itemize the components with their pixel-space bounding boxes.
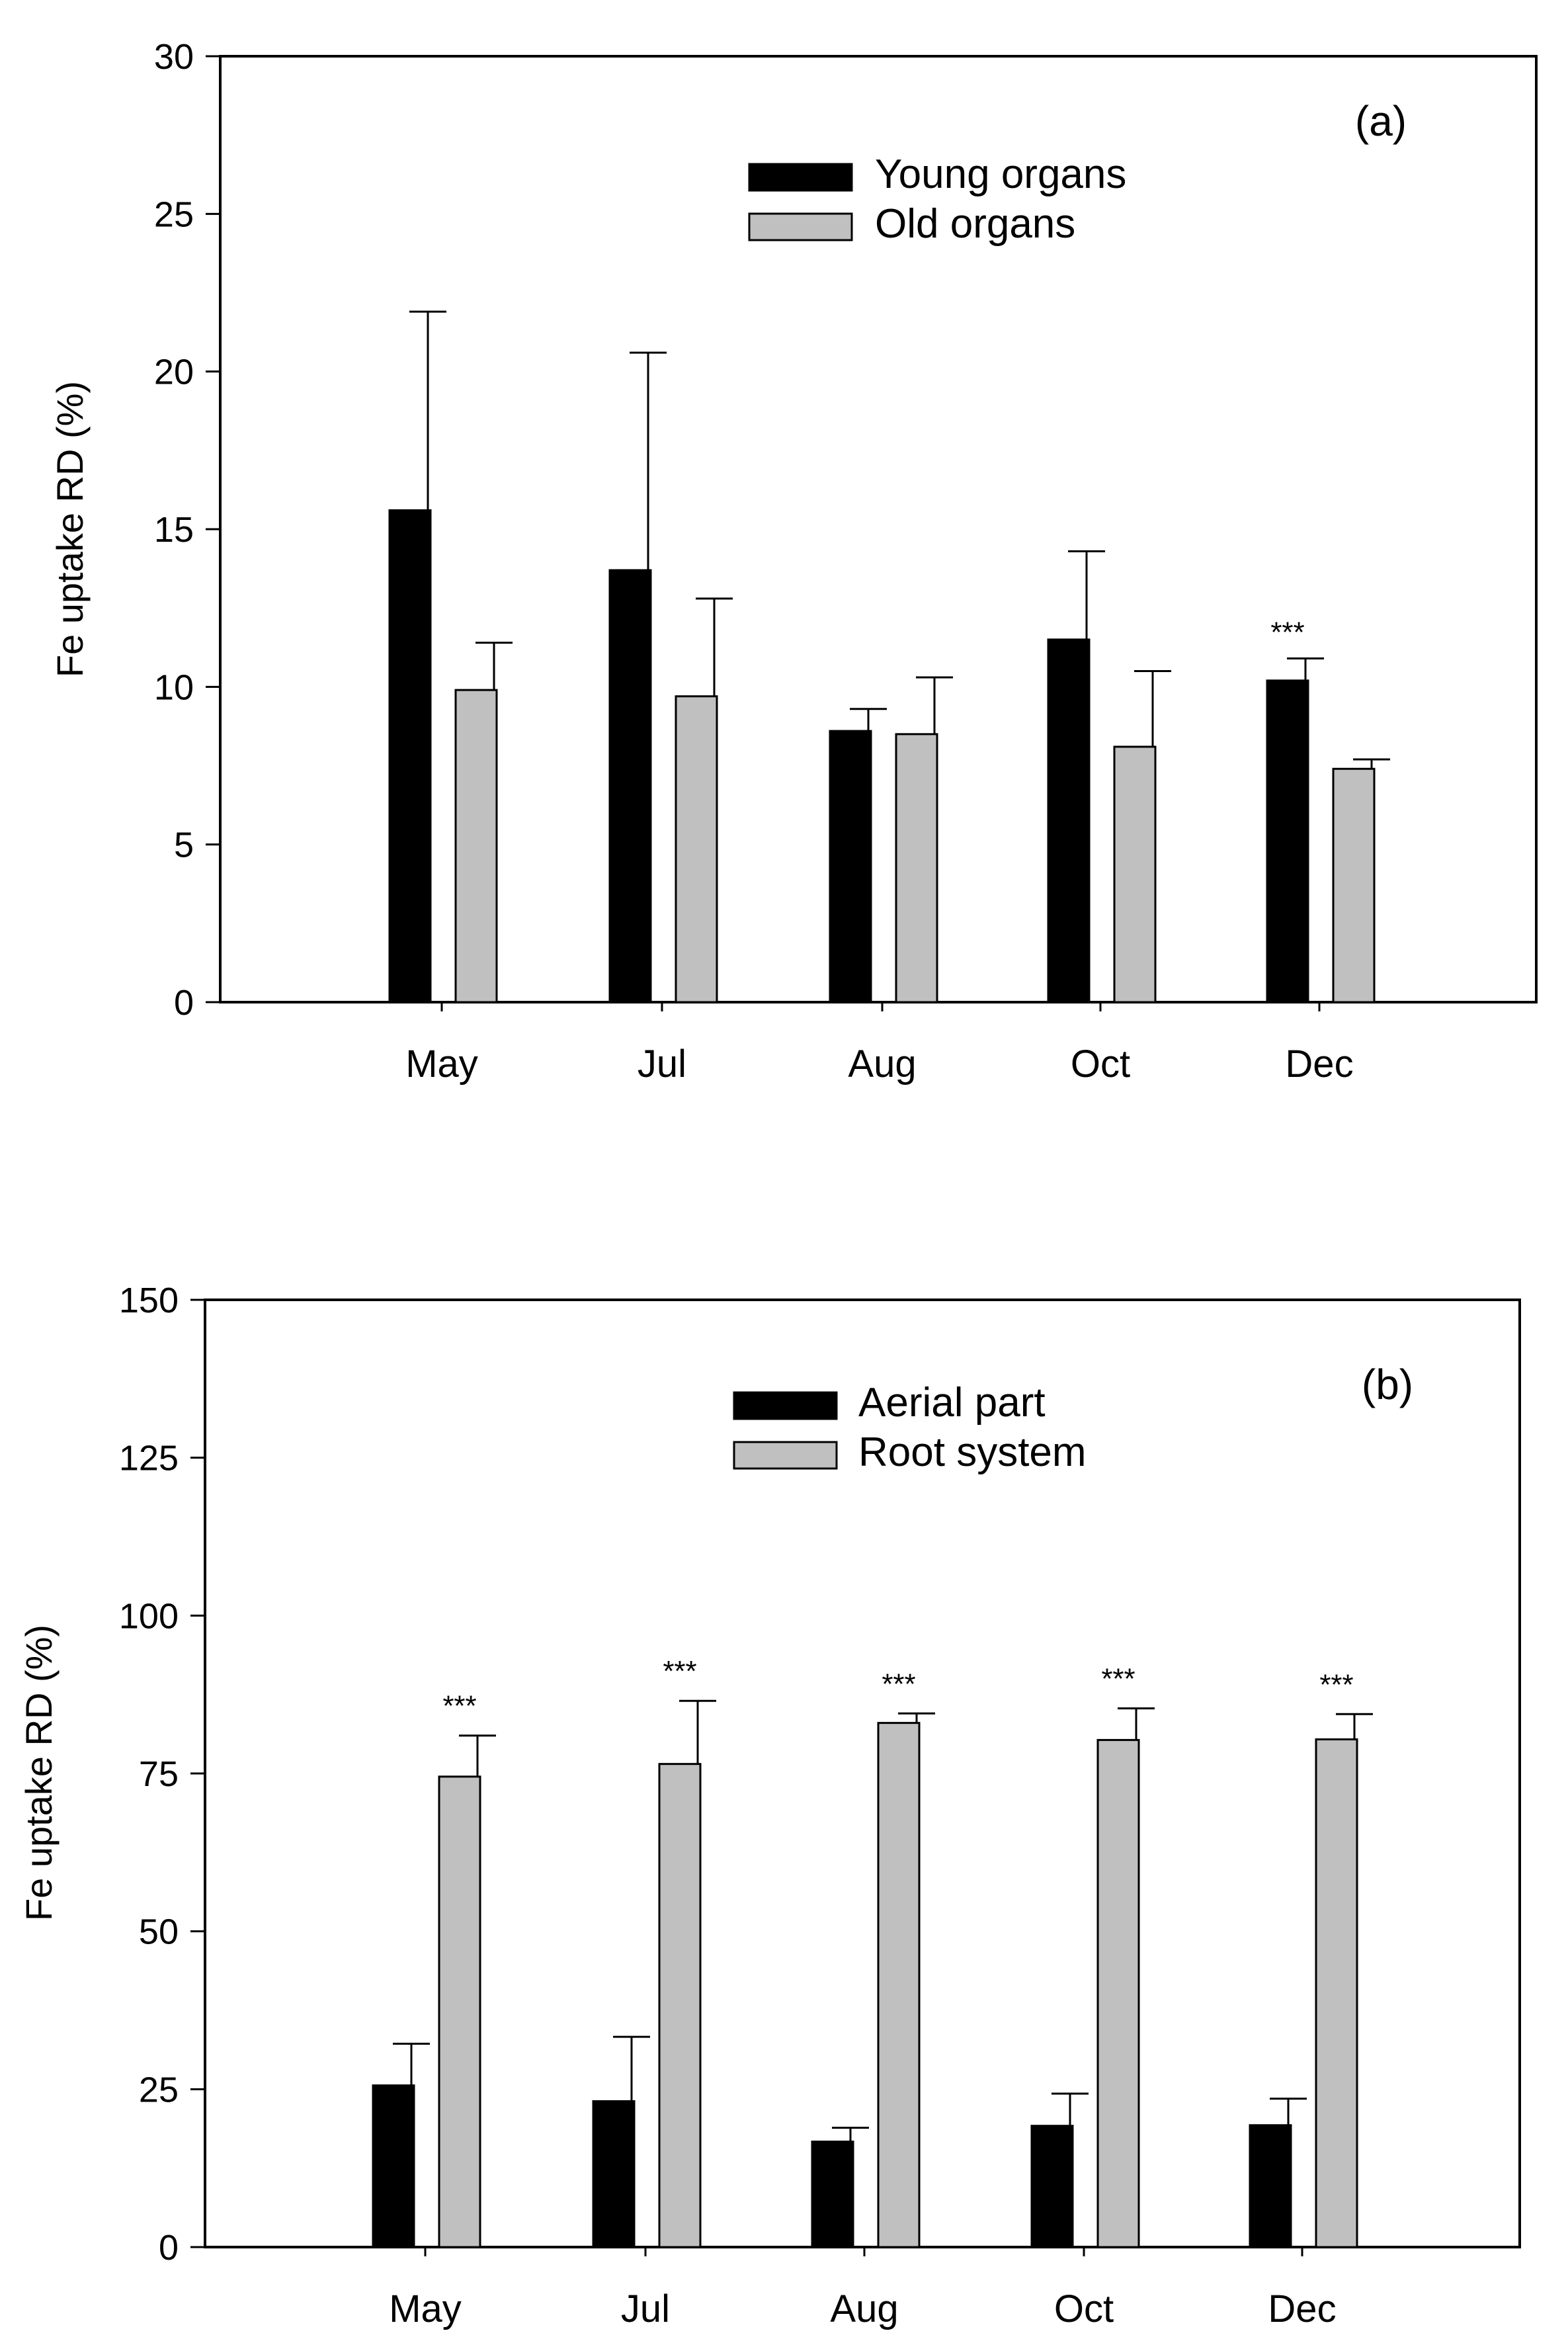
bar	[877, 1722, 921, 2248]
panel-label: (a)	[1355, 97, 1407, 145]
significance-marker: ***	[882, 1668, 915, 1700]
bar	[675, 695, 718, 1003]
y-tick-label: 0	[159, 2228, 179, 2268]
bar	[1030, 2125, 1074, 2248]
bar	[829, 730, 872, 1003]
bar	[454, 689, 498, 1003]
bar	[372, 2084, 415, 2248]
bar	[1332, 767, 1376, 1003]
y-axis-title: Fe uptake RD (%)	[18, 1625, 60, 1921]
y-tick-label: 50	[139, 1912, 179, 1952]
significance-marker: ***	[1319, 1668, 1353, 1701]
y-tick-label: 30	[154, 37, 194, 77]
legend-swatch	[733, 1391, 838, 1420]
y-tick-label: 125	[119, 1439, 179, 1478]
legend-swatch	[748, 163, 853, 192]
x-tick-label: Jul	[638, 1043, 686, 1086]
bar	[658, 1763, 702, 2248]
y-tick-label: 15	[154, 510, 194, 550]
y-tick-label: 75	[139, 1754, 179, 1794]
bar	[1315, 1738, 1358, 2248]
x-tick-label: Dec	[1285, 1043, 1353, 1086]
legend-label: Root system	[858, 1429, 1087, 1475]
bar	[811, 2141, 854, 2248]
significance-marker: ***	[442, 1690, 476, 1723]
legend-swatch	[748, 212, 853, 241]
bar	[1113, 746, 1157, 1003]
x-tick-label: May	[389, 2287, 462, 2330]
x-tick-label: May	[405, 1043, 478, 1086]
significance-marker: ***	[1270, 616, 1304, 648]
y-tick-label: 25	[154, 194, 194, 234]
y-tick-label: 5	[174, 826, 194, 865]
bar	[608, 569, 652, 1003]
y-tick-label: 20	[154, 353, 194, 392]
y-tick-label: 10	[154, 667, 194, 707]
significance-marker: ***	[1101, 1663, 1135, 1695]
bar	[1096, 1738, 1140, 2248]
chart-panel-b: 0 25 50 75 100 125 150 May Jul Aug Oct Dec Fe uptake…	[18, 1281, 1521, 2330]
y-tick-label: 25	[139, 2070, 179, 2109]
y-tick-label: 100	[119, 1596, 179, 1636]
significance-marker: ***	[663, 1655, 696, 1687]
legend-swatch	[733, 1441, 838, 1470]
panel-label: (b)	[1362, 1361, 1413, 1408]
x-tick-label: Aug	[830, 2287, 898, 2330]
x-tick-label: Jul	[621, 2287, 670, 2330]
x-tick-label: Oct	[1071, 1043, 1130, 1086]
bar	[1249, 2124, 1292, 2248]
y-tick-label: 150	[119, 1281, 179, 1320]
y-tick-label: 0	[174, 983, 194, 1023]
y-axis-title: Fe uptake RD (%)	[49, 381, 91, 677]
chart-panel-a: 0 5 10 15 20 25 30 May Jul Aug Oct Dec Fe uptake RD …	[49, 37, 1538, 1086]
x-tick-label: Aug	[848, 1043, 916, 1086]
bar	[438, 1775, 481, 2248]
bar	[388, 509, 432, 1003]
bar	[895, 733, 938, 1003]
legend-label: Old organs	[875, 201, 1075, 247]
x-tick-label: Oct	[1054, 2287, 1114, 2330]
legend-label: Aerial part	[858, 1380, 1046, 1426]
x-tick-label: Dec	[1268, 2287, 1336, 2330]
bar	[1047, 638, 1091, 1003]
bar	[1266, 679, 1309, 1003]
bar	[592, 2100, 636, 2248]
legend-label: Young organs	[875, 151, 1126, 197]
